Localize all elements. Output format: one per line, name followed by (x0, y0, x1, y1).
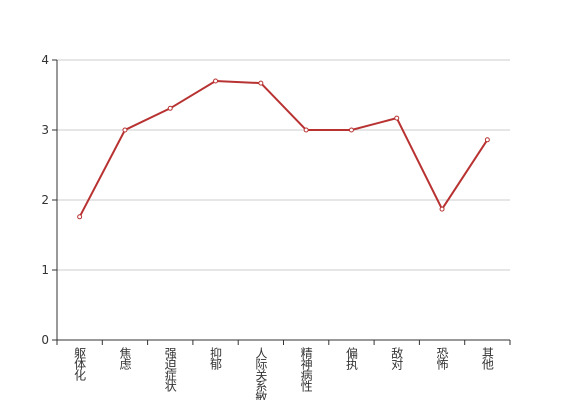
point (303, 127, 309, 133)
point (77, 214, 83, 220)
x-tick-label: 抑郁 (209, 346, 223, 371)
y-tick-label: 3 (41, 123, 49, 137)
y-tick-label: 2 (41, 193, 49, 207)
x-tick-label: 其他 (480, 347, 494, 370)
point (394, 115, 400, 121)
line (78, 79, 489, 218)
y-tick-label: 4 (41, 53, 49, 67)
x-tick-label: 人际关系敏感 (254, 347, 268, 400)
point (348, 127, 354, 133)
y-tick-label: 0 (41, 333, 49, 347)
x-tick-label: 躯体化 (73, 346, 87, 382)
point (439, 206, 445, 212)
point (258, 80, 264, 86)
point (213, 78, 219, 84)
x-tick-label: 恐怖 (435, 347, 449, 370)
x-tick-label: 焦虑 (118, 347, 132, 370)
point (167, 105, 173, 111)
x-tick-label: 偏执 (344, 346, 358, 371)
x-tick-label: 强迫症状 (163, 347, 177, 392)
x-tick-label: 精神病性 (299, 347, 313, 393)
point (122, 127, 128, 133)
y-tick-label: 1 (41, 263, 49, 277)
point (484, 137, 490, 143)
x-tick-label: 敌对 (390, 346, 404, 370)
